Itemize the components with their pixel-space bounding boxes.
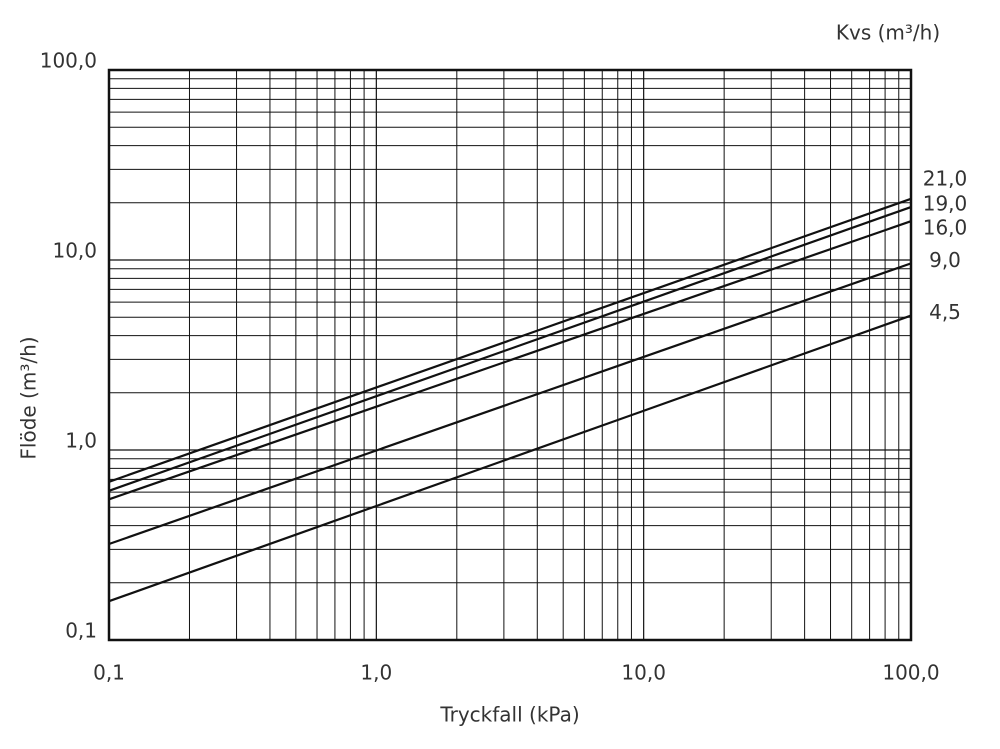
series-line	[108, 205, 912, 492]
y-axis-title: Flöde (m³/h)	[17, 336, 41, 459]
x-tick-label: 10,0	[621, 661, 666, 685]
y-tick-label: 10,0	[52, 239, 97, 263]
legend-label: 19,0	[923, 192, 968, 216]
legend-label: 21,0	[923, 166, 968, 190]
series-line	[108, 262, 912, 546]
y-tick-label: 0,1	[65, 619, 97, 643]
legend-title: Kvs (m³/h)	[836, 21, 940, 45]
legend-label: 4,5	[929, 300, 961, 324]
y-tick-label: 1,0	[65, 429, 97, 453]
legend-label: 16,0	[923, 216, 968, 240]
series-line	[108, 220, 912, 501]
x-tick-label: 1,0	[360, 661, 392, 685]
y-tick-label: 100,0	[40, 49, 97, 73]
plot-frame	[107, 68, 913, 642]
x-axis-title: Tryckfall (kPa)	[439, 703, 579, 727]
legend-label: 9,0	[929, 248, 961, 272]
series-line	[108, 197, 912, 483]
x-tick-label: 100,0	[882, 661, 939, 685]
x-tick-label: 0,1	[93, 661, 125, 685]
series-line	[108, 314, 912, 603]
